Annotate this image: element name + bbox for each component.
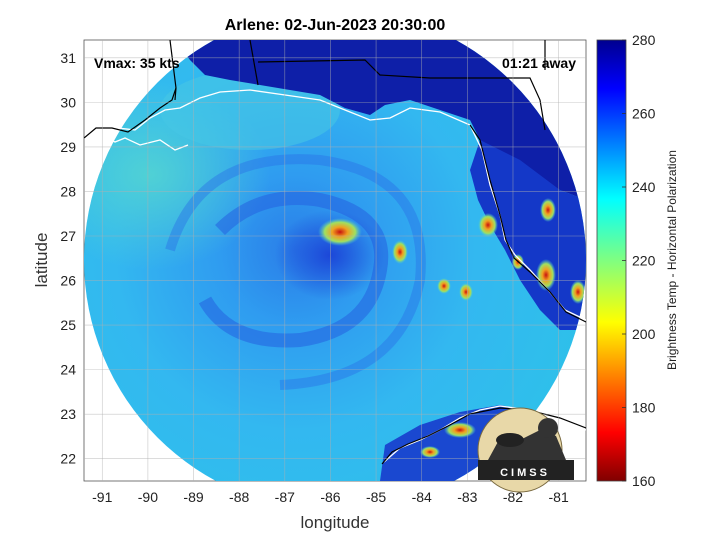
x-tick-label: -89 bbox=[183, 489, 203, 505]
land-north bbox=[175, 40, 586, 200]
y-axis-label: latitude bbox=[32, 233, 51, 288]
x-tick-label: -86 bbox=[320, 489, 340, 505]
grid-lines bbox=[84, 40, 586, 481]
x-tick-label: -88 bbox=[229, 489, 249, 505]
y-tick-label: 30 bbox=[60, 94, 76, 110]
x-axis-label: longitude bbox=[300, 513, 369, 532]
y-tick-label: 25 bbox=[60, 317, 76, 333]
colorbar-tick-label: 280 bbox=[632, 32, 656, 48]
colorbar-gradient bbox=[596, 39, 627, 482]
y-tick-label: 23 bbox=[60, 406, 76, 422]
land-florida bbox=[470, 140, 586, 330]
x-tick-labels: -91 -90 -89 -88 -87 -86 -85 -84 -83 -82 -81 bbox=[92, 489, 569, 505]
cimss-logo-text: CIMSS bbox=[500, 467, 550, 479]
x-tick-label: -81 bbox=[549, 489, 569, 505]
x-tick-label: -87 bbox=[275, 489, 295, 505]
colorbar-tick-label: 240 bbox=[632, 179, 656, 195]
x-tick-label: -85 bbox=[366, 489, 386, 505]
colorbar-tick-label: 220 bbox=[632, 253, 656, 269]
y-tick-label: 29 bbox=[60, 139, 76, 155]
y-tick-label: 24 bbox=[60, 362, 76, 378]
figure-title: Arlene: 02-Jun-2023 20:30:00 bbox=[225, 17, 446, 34]
x-tick-label: -84 bbox=[412, 489, 432, 505]
colorbar-tick-label: 180 bbox=[632, 400, 656, 416]
x-tick-label: -91 bbox=[92, 489, 112, 505]
x-tick-label: -90 bbox=[138, 489, 158, 505]
colorbar: 280 260 240 220 200 180 160 Brightness Temp - … bbox=[596, 32, 679, 489]
y-tick-labels: 31 30 29 28 27 26 25 24 23 22 bbox=[60, 50, 76, 467]
x-tick-label: -83 bbox=[457, 489, 477, 505]
map-plot-area: Vmax: 35 kts 01:21 away CIMSS bbox=[83, 39, 587, 493]
colorbar-tick-label: 160 bbox=[632, 473, 656, 489]
y-tick-label: 27 bbox=[60, 228, 76, 244]
colorbar-tick-label: 200 bbox=[632, 326, 656, 342]
x-tick-label: -82 bbox=[503, 489, 523, 505]
vmax-label: Vmax: 35 kts bbox=[94, 55, 180, 71]
colorbar-tick-label: 260 bbox=[632, 106, 656, 122]
cimss-logo: CIMSS bbox=[477, 407, 574, 493]
y-tick-label: 28 bbox=[60, 183, 76, 199]
colorbar-tick-labels: 280 260 240 220 200 180 160 bbox=[622, 32, 656, 489]
y-tick-label: 26 bbox=[60, 273, 76, 289]
y-tick-label: 31 bbox=[60, 50, 76, 66]
time-away-label: 01:21 away bbox=[502, 55, 576, 71]
y-tick-label: 22 bbox=[60, 451, 76, 467]
colorbar-label: Brightness Temp - Horizontal Polarizatio… bbox=[665, 150, 679, 370]
